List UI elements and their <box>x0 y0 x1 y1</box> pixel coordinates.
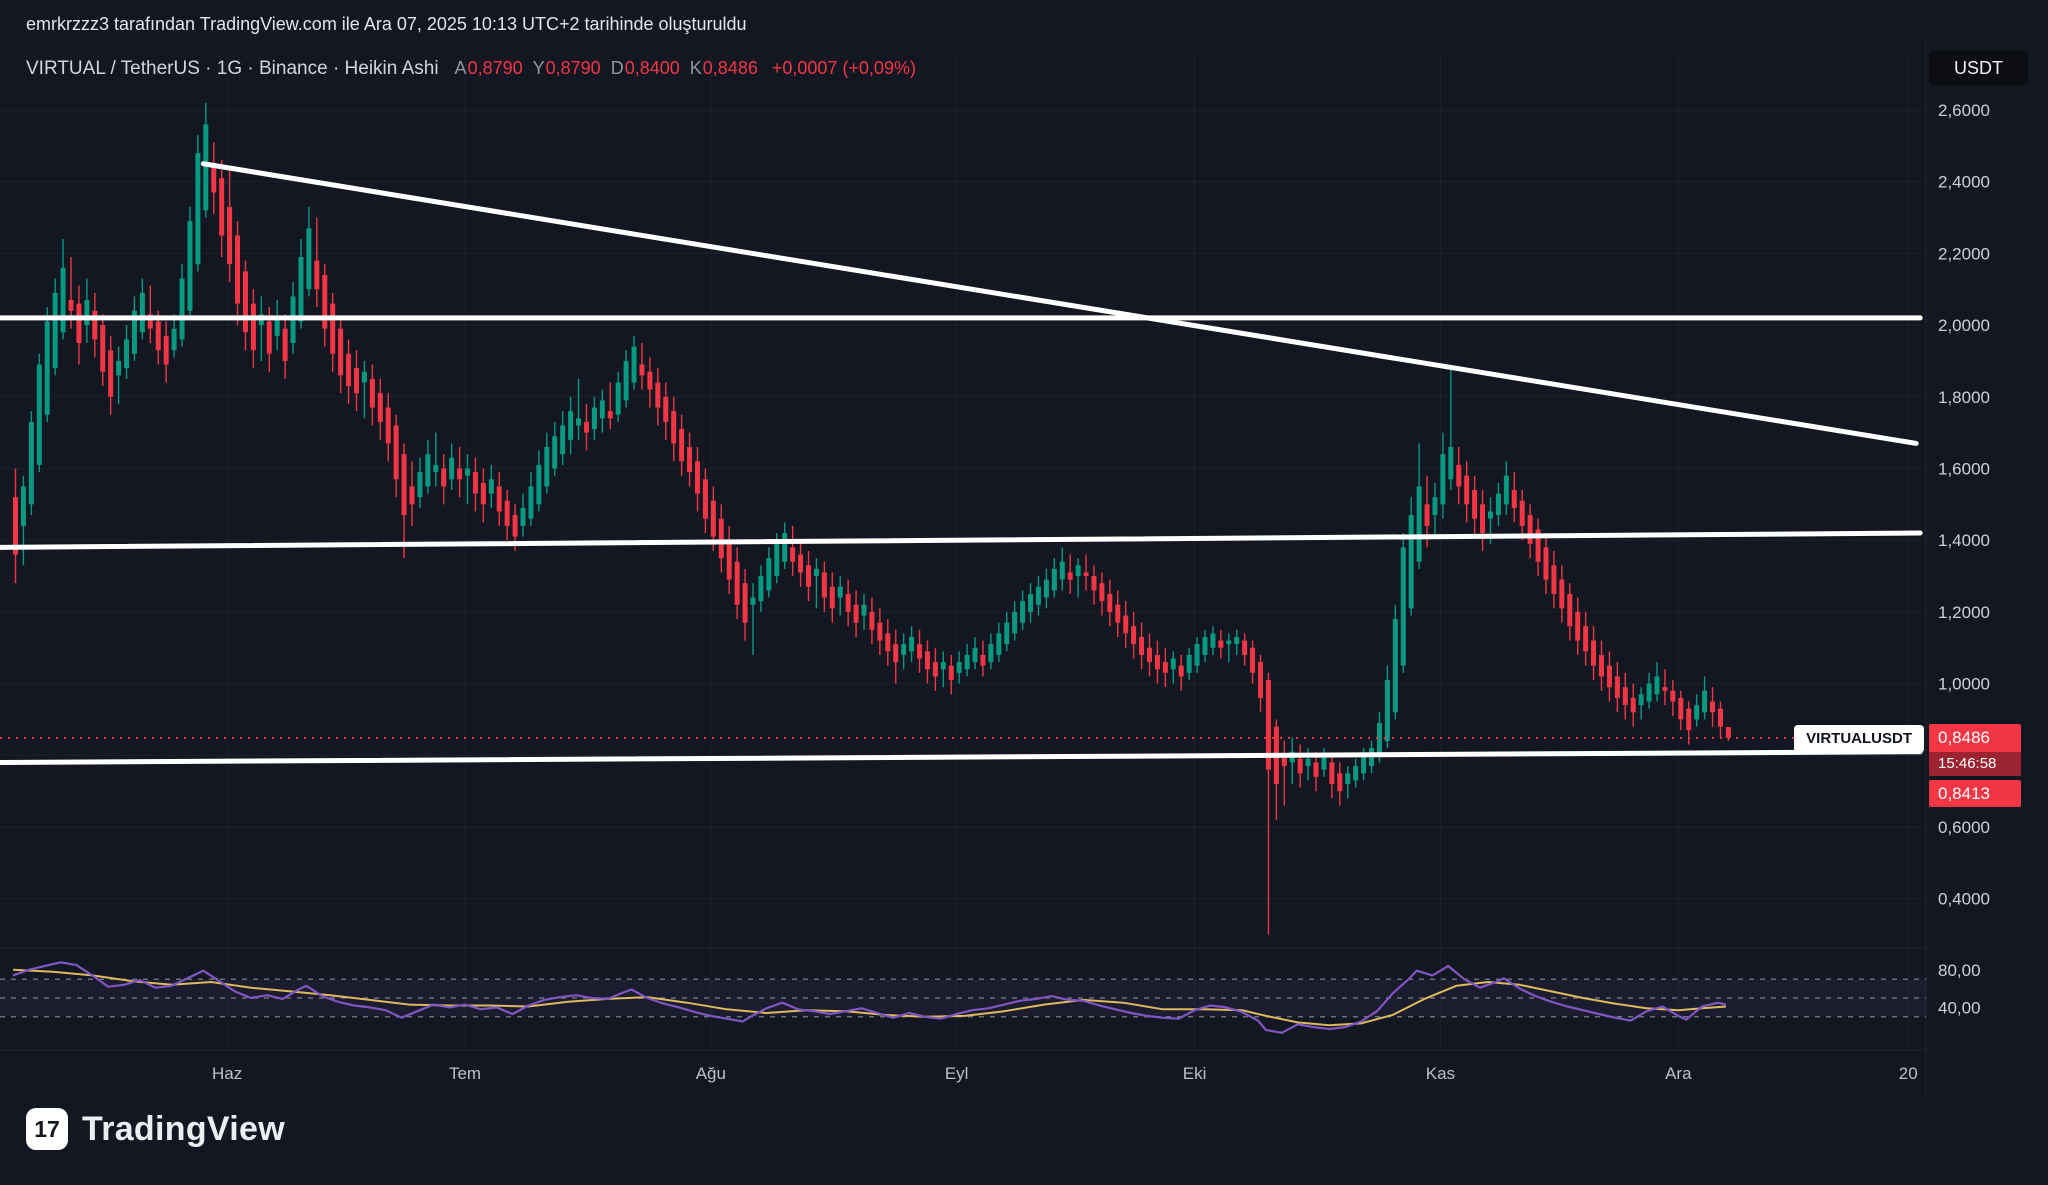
time-axis-label: Kas <box>1426 1064 1455 1083</box>
secondary-price-box: 0,8413 <box>1929 780 2021 807</box>
time-axis-label: 20 <box>1899 1064 1918 1083</box>
open-pair: A0,8790 <box>455 58 523 79</box>
open-label: A <box>454 58 467 78</box>
time-axis-label: Eki <box>1183 1064 1207 1083</box>
high-label: Y <box>532 58 545 78</box>
price-tick-label: 1,2000 <box>1938 603 1990 622</box>
change-value: +0,0007 (+0,09%) <box>771 58 916 78</box>
ohlc-values: A0,8790 Y0,8790 D0,8400 K0,8486 +0,0007 … <box>455 58 916 79</box>
price-tick-label: 1,0000 <box>1938 675 1990 694</box>
trendlines-layer[interactable] <box>0 161 1923 765</box>
close-value: 0,8486 <box>702 58 758 78</box>
price-tick-label: 2,2000 <box>1938 244 1990 263</box>
tradingview-logo-icon[interactable]: 17 <box>26 1108 68 1150</box>
mid-level <box>0 530 1923 550</box>
low-label: D <box>610 58 624 78</box>
price-axis[interactable]: 2,6000 2,4000 2,2000 2,0000 1,8000 1,6000 1,40… <box>1938 101 1990 1017</box>
rsi-tick-label: 40,00 <box>1938 998 1981 1017</box>
low-pair: D0,8400 <box>611 58 680 79</box>
time-axis-label: Ağu <box>696 1064 726 1083</box>
countdown-box: 15:46:58 <box>1929 752 2021 776</box>
rsi-line <box>12 961 1727 1034</box>
close-label: K <box>689 58 702 78</box>
price-tick-label: 0,4000 <box>1938 890 1990 909</box>
attribution-text: emrkrzzz3 tarafından TradingView.com ile… <box>26 14 747 34</box>
price-tick-label: 2,6000 <box>1938 101 1990 120</box>
time-axis-label: Ara <box>1665 1064 1692 1083</box>
time-axis[interactable]: Haz Tem Ağu Eyl Eki Kas Ara 20 <box>212 1064 1918 1083</box>
last-price-box: 0,8486 <box>1929 724 2021 752</box>
rsi-tick-label: 80,00 <box>1938 961 1981 980</box>
high-value: 0,8790 <box>545 58 601 78</box>
price-tick-label: 0,6000 <box>1938 818 1990 837</box>
price-tick-label: 2,4000 <box>1938 173 1990 192</box>
currency-button[interactable]: USDT <box>1929 50 2028 86</box>
close-pair: K0,8486 <box>690 58 758 79</box>
low-value: 0,8400 <box>624 58 680 78</box>
price-tick-label: 1,8000 <box>1938 388 1990 407</box>
price-tick-label: 1,6000 <box>1938 460 1990 479</box>
time-axis-label: Haz <box>212 1064 242 1083</box>
lower-support <box>0 749 1923 765</box>
grid-layer <box>0 52 1926 1048</box>
time-axis-label: Eyl <box>945 1064 969 1083</box>
candles-layer <box>13 102 1731 935</box>
tradingview-logo[interactable]: 17 TradingView <box>26 1108 285 1150</box>
symbol-title[interactable]: VIRTUAL / TetherUS · 1G · Binance · Heik… <box>26 58 439 79</box>
symbol-price-tag: VIRTUALUSDT <box>1794 725 1924 753</box>
attribution-bar: emrkrzzz3 tarafından TradingView.com ile… <box>26 14 747 35</box>
descending-resistance <box>200 161 1919 446</box>
rsi-pane <box>0 961 1926 1034</box>
price-tick-label: 1,4000 <box>1938 531 1990 550</box>
symbol-header: VIRTUAL / TetherUS · 1G · Binance · Heik… <box>26 58 916 80</box>
open-value: 0,8790 <box>467 58 523 78</box>
time-axis-label: Tem <box>449 1064 481 1083</box>
price-tick-label: 2,0000 <box>1938 316 1990 335</box>
high-pair: Y0,8790 <box>533 58 601 79</box>
tradingview-logo-text[interactable]: TradingView <box>82 1109 285 1148</box>
